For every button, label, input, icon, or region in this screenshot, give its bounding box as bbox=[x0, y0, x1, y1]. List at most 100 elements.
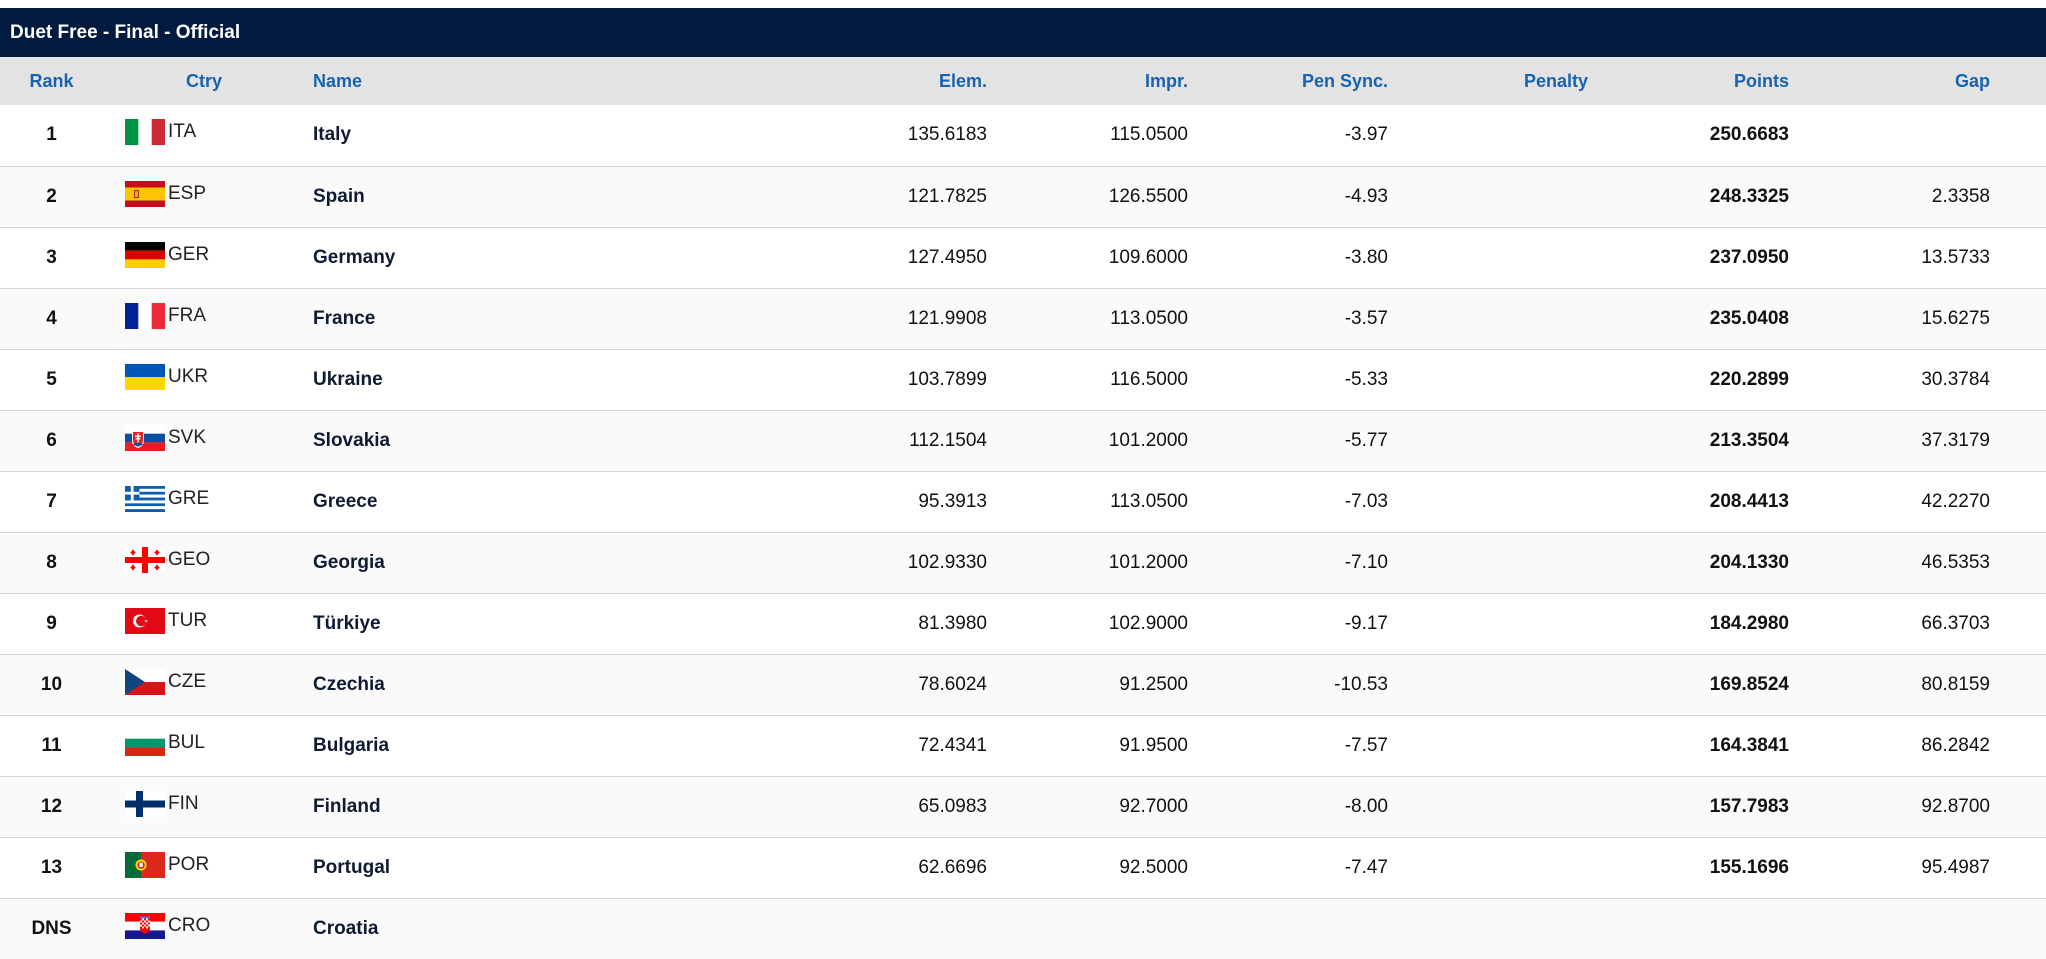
row-spacer bbox=[1990, 715, 2046, 776]
table-row[interactable]: 3 GER Germany 127.4950 109.6000 -3.80 237.0950… bbox=[0, 227, 2046, 288]
athlete-name[interactable]: Türkiye bbox=[313, 612, 381, 634]
row-spacer bbox=[1990, 349, 2046, 410]
gap-score bbox=[1789, 898, 1990, 959]
elem-score: 65.0983 bbox=[918, 795, 987, 817]
elem-score: 127.4950 bbox=[907, 246, 987, 268]
row-spacer bbox=[1990, 837, 2046, 898]
impr-score: 101.2000 bbox=[1108, 551, 1188, 573]
gap-score: 15.6275 bbox=[1921, 307, 1990, 329]
elem-score: 102.9330 bbox=[907, 551, 987, 573]
pen-sync-score bbox=[1188, 898, 1388, 959]
table-row[interactable]: 10 CZE Czechia 78.6024 91.2500 -10.53 169.8524… bbox=[0, 654, 2046, 715]
header-gap[interactable]: Gap bbox=[1954, 70, 1990, 91]
points-score: 213.3504 bbox=[1709, 429, 1789, 451]
country-cell: SVK bbox=[103, 410, 305, 471]
slovakia-flag-icon bbox=[125, 424, 165, 451]
rank-cell: 6 bbox=[46, 429, 57, 451]
elem-score: 121.9908 bbox=[907, 307, 987, 329]
table-row[interactable]: 12 FIN Finland 65.0983 92.7000 -8.00 157.7983 9… bbox=[0, 776, 2046, 837]
pen-sync-score: -4.93 bbox=[1344, 185, 1388, 207]
country-code: GER bbox=[168, 243, 210, 265]
country-cell: TUR bbox=[103, 593, 305, 654]
athlete-name[interactable]: France bbox=[313, 307, 376, 329]
country-cell: FRA bbox=[103, 288, 305, 349]
header-points[interactable]: Points bbox=[1733, 70, 1789, 91]
results-panel: Duet Free - Final - Official Rank Ctry N… bbox=[0, 8, 2046, 959]
header-impr[interactable]: Impr. bbox=[1144, 70, 1188, 91]
country-code: CRO bbox=[168, 914, 211, 936]
pen-sync-score: -10.53 bbox=[1334, 673, 1388, 695]
pen-sync-score: -7.57 bbox=[1344, 734, 1388, 756]
table-row[interactable]: DNS CRO Croatia bbox=[0, 898, 2046, 959]
penalty-score bbox=[1388, 654, 1588, 715]
header-elem[interactable]: Elem. bbox=[938, 70, 987, 91]
penalty-score bbox=[1388, 227, 1588, 288]
country-cell: GRE bbox=[103, 471, 305, 532]
header-pen-sync[interactable]: Pen Sync. bbox=[1301, 70, 1388, 91]
country-code: ITA bbox=[168, 121, 197, 143]
rank-cell: 5 bbox=[46, 368, 57, 390]
table-row[interactable]: 2 ESP Spain 121.7825 126.5500 -4.93 248.3325 2.… bbox=[0, 166, 2046, 227]
penalty-score bbox=[1388, 288, 1588, 349]
table-row[interactable]: 7 GRE Greece 95.3913 113.0500 -7.03 208.4413 42… bbox=[0, 471, 2046, 532]
athlete-name[interactable]: Finland bbox=[313, 795, 381, 817]
row-spacer bbox=[1990, 288, 2046, 349]
france-flag-icon bbox=[125, 302, 165, 329]
header-name[interactable]: Name bbox=[313, 70, 363, 91]
row-spacer bbox=[1990, 532, 2046, 593]
table-row[interactable]: 9 TUR Türkiye 81.3980 102.9000 -9.17 184.2980 6… bbox=[0, 593, 2046, 654]
impr-score: 116.5000 bbox=[1110, 368, 1188, 390]
athlete-name[interactable]: Italy bbox=[313, 124, 352, 146]
header-penalty[interactable]: Penalty bbox=[1523, 70, 1588, 91]
country-cell: CZE bbox=[103, 654, 305, 715]
country-code: GRE bbox=[168, 487, 210, 509]
row-spacer bbox=[1990, 654, 2046, 715]
gap-score: 2.3358 bbox=[1931, 185, 1990, 207]
spain-flag-icon bbox=[125, 180, 165, 207]
country-code: POR bbox=[168, 853, 210, 875]
athlete-name[interactable]: Ukraine bbox=[313, 368, 383, 390]
header-spacer bbox=[1990, 57, 2046, 105]
athlete-name[interactable]: Spain bbox=[313, 185, 365, 207]
points-score: 220.2899 bbox=[1709, 368, 1789, 390]
athlete-name[interactable]: Slovakia bbox=[313, 429, 391, 451]
table-row[interactable]: 5 UKR Ukraine 103.7899 116.5000 -5.33 220.2899… bbox=[0, 349, 2046, 410]
table-row[interactable]: 8 GEO Georgia 102.9330 101.2000 -7.10 204.1330… bbox=[0, 532, 2046, 593]
header-ctry[interactable]: Ctry bbox=[185, 70, 222, 91]
athlete-name[interactable]: Bulgaria bbox=[313, 734, 390, 756]
penalty-score bbox=[1388, 105, 1588, 166]
italy-flag-icon bbox=[125, 119, 165, 146]
pen-sync-score: -7.10 bbox=[1344, 551, 1388, 573]
penalty-score bbox=[1388, 837, 1588, 898]
athlete-name[interactable]: Portugal bbox=[313, 856, 391, 878]
athlete-name[interactable]: Czechia bbox=[313, 673, 385, 695]
points-score: 235.0408 bbox=[1709, 307, 1789, 329]
athlete-name[interactable]: Germany bbox=[313, 246, 396, 268]
rank-cell: DNS bbox=[31, 917, 72, 939]
table-row[interactable]: 1 ITA Italy 135.6183 115.0500 -3.97 250.6683 bbox=[0, 105, 2046, 166]
table-row[interactable]: 4 FRA France 121.9908 113.0500 -3.57 235.0408 1… bbox=[0, 288, 2046, 349]
gap-score: 13.5733 bbox=[1921, 246, 1990, 268]
impr-score: 92.7000 bbox=[1119, 795, 1188, 817]
impr-score: 101.2000 bbox=[1108, 429, 1188, 451]
athlete-name[interactable]: Croatia bbox=[313, 917, 379, 939]
row-spacer bbox=[1990, 410, 2046, 471]
athlete-name[interactable]: Greece bbox=[313, 490, 378, 512]
points-score: 164.3841 bbox=[1709, 734, 1789, 756]
table-row[interactable]: 6 SVK Slovakia 112.1504 101.2000 -5.77 213.350… bbox=[0, 410, 2046, 471]
croatia-flag-icon bbox=[125, 912, 165, 939]
header-rank[interactable]: Rank bbox=[29, 70, 74, 91]
elem-score: 78.6024 bbox=[918, 673, 987, 695]
row-spacer bbox=[1990, 166, 2046, 227]
athlete-name[interactable]: Georgia bbox=[313, 551, 385, 573]
pen-sync-score: -3.80 bbox=[1344, 246, 1388, 268]
row-spacer bbox=[1990, 593, 2046, 654]
pen-sync-score: -8.00 bbox=[1344, 795, 1388, 817]
elem-score: 95.3913 bbox=[918, 490, 987, 512]
penalty-score bbox=[1388, 166, 1588, 227]
country-code: UKR bbox=[168, 365, 209, 387]
impr-score: 126.5500 bbox=[1108, 185, 1188, 207]
table-row[interactable]: 13 POR Portugal 62.6696 92.5000 -7.47 155.1696… bbox=[0, 837, 2046, 898]
table-row[interactable]: 11 BUL Bulgaria 72.4341 91.9500 -7.57 164.3841… bbox=[0, 715, 2046, 776]
pen-sync-score: -7.47 bbox=[1344, 856, 1388, 878]
